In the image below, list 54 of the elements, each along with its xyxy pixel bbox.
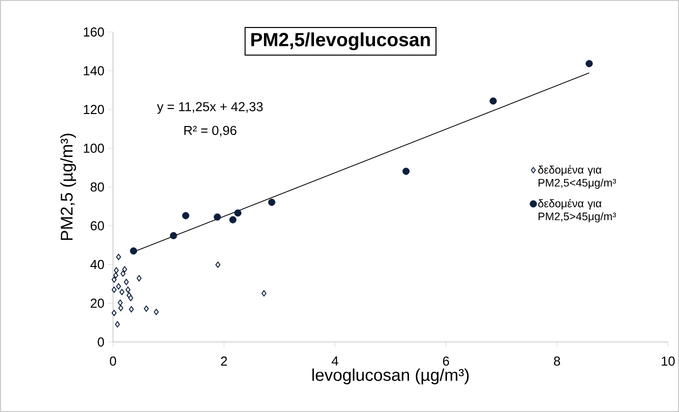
point [182, 212, 190, 220]
point [130, 247, 138, 255]
legend-label: δεδομένα για PM2,5<45μg/m³ [538, 165, 616, 189]
y-axis-title: PM2,5 (µg/m³) [60, 134, 76, 240]
point [112, 310, 117, 316]
annotation: y = 11,25x + 42,33 [156, 102, 263, 114]
point [268, 198, 276, 206]
point [116, 283, 122, 290]
y-tick-label: 140 [84, 66, 104, 76]
point [113, 272, 118, 278]
point [118, 300, 123, 306]
y-tick-label: 0 [98, 337, 104, 347]
point [112, 286, 117, 293]
point [144, 306, 149, 312]
x-tick-label: 8 [554, 356, 560, 366]
legend-label: δεδομένα για PM2,5>45μg/m³ [538, 198, 616, 222]
point [128, 294, 134, 302]
point [170, 232, 178, 240]
point [114, 267, 119, 274]
y-tick-label: 160 [84, 27, 104, 37]
y-tick-label: 100 [84, 144, 104, 153]
point [261, 290, 266, 297]
point [116, 254, 122, 260]
point [128, 306, 134, 312]
point [118, 304, 124, 312]
point [120, 270, 126, 277]
x-tick-label: 4 [332, 356, 338, 366]
point [214, 213, 221, 221]
y-tick-label: 20 [90, 298, 104, 308]
x-tick-label: 0 [110, 356, 116, 366]
y-tick-label: 120 [84, 104, 104, 114]
annotation: R² = 0,96 [184, 126, 236, 137]
x-tick-label: 10 [662, 356, 675, 366]
x-axis-title: levoglucosan (µg/m³) [312, 368, 469, 384]
chart-title: PM2,5/levoglucosan [251, 32, 430, 50]
point [215, 262, 220, 268]
point [112, 276, 117, 283]
y-tick-label: 40 [90, 260, 104, 270]
point [122, 266, 128, 272]
point [126, 286, 130, 293]
point [119, 288, 124, 296]
y-tick-label: 60 [90, 221, 104, 230]
point [229, 216, 236, 224]
y-tick-label: 80 [90, 182, 104, 192]
point [114, 321, 120, 328]
point [124, 278, 129, 286]
point [136, 275, 142, 282]
point [586, 60, 593, 68]
point [402, 168, 410, 175]
x-tick-label: 6 [443, 356, 450, 366]
point [490, 97, 497, 105]
x-tick-label: 2 [221, 356, 227, 366]
point [234, 209, 242, 217]
point [154, 308, 159, 316]
